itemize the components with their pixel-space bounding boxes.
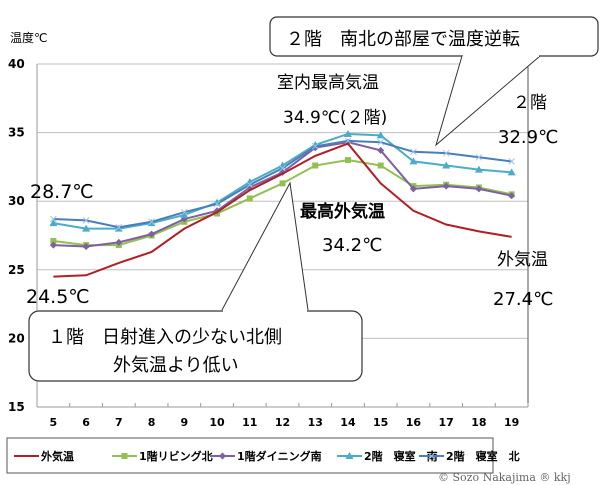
series-4 xyxy=(50,137,515,231)
data-point xyxy=(279,164,286,172)
data-point xyxy=(50,215,57,223)
data-point xyxy=(115,223,123,231)
callout-bottom-line2: 外気温より低い xyxy=(113,355,239,376)
data-point xyxy=(508,158,515,165)
data-point xyxy=(376,131,385,139)
x-tick-label: 6 xyxy=(82,416,90,429)
x-tick-label: 14 xyxy=(340,416,356,429)
data-point xyxy=(279,180,286,187)
data-point xyxy=(377,138,385,146)
y-tick-label: 15 xyxy=(8,400,25,414)
x-tick-labels: 5 6 7 8 9 10 11 12 13 14 15 16 17 18 19 xyxy=(50,416,520,429)
x-tick-label: 18 xyxy=(471,416,486,429)
legend-label: 1階ダイニング南 xyxy=(237,449,322,463)
data-point xyxy=(474,165,483,173)
outdoor-max-value: 34.2℃ xyxy=(322,235,382,256)
data-point xyxy=(344,157,351,164)
floor2-label: ２階 xyxy=(513,93,547,113)
legend-marker xyxy=(219,452,226,460)
legend-item: 1階リビング北 xyxy=(112,449,213,463)
y-tick-label: 35 xyxy=(8,126,25,140)
x-tick-label: 8 xyxy=(148,416,156,429)
data-point xyxy=(344,137,352,145)
callout-bottom-line1: １階 日射進入の少ない北側 xyxy=(48,327,282,348)
series-group xyxy=(49,129,516,278)
floor2-value: 32.9℃ xyxy=(498,127,558,148)
x-tick-label: 19 xyxy=(504,416,519,429)
legend-item: 2階 寝室 南 xyxy=(337,449,438,463)
data-point xyxy=(410,148,417,156)
start-high-value: 28.7℃ xyxy=(30,181,94,203)
outdoor-max-title: 最高外気温 xyxy=(300,201,385,222)
start-low-value: 24.5℃ xyxy=(26,286,90,308)
data-point xyxy=(442,161,451,169)
data-point xyxy=(148,218,155,226)
x-tick-label: 11 xyxy=(242,416,257,429)
series-line xyxy=(53,142,512,278)
data-point xyxy=(377,162,384,169)
data-point xyxy=(148,230,156,238)
x-tick-label: 15 xyxy=(373,416,388,429)
x-tick-label: 7 xyxy=(115,416,123,429)
legend-item: 外気温 xyxy=(14,449,74,463)
data-point xyxy=(49,241,57,249)
legend-marker xyxy=(428,452,435,460)
data-point xyxy=(475,185,483,193)
legend-marker xyxy=(345,452,354,459)
y-tick-label: 25 xyxy=(8,263,25,277)
data-point xyxy=(49,219,58,227)
data-point xyxy=(82,217,90,224)
legend-label: 外気温 xyxy=(40,449,74,463)
data-point xyxy=(246,195,253,202)
x-tick-label: 12 xyxy=(275,416,290,429)
data-point xyxy=(311,142,319,150)
data-point xyxy=(442,149,450,157)
indoor-max-value: 34.9℃(２階) xyxy=(283,108,387,128)
callout-top-text: ２階 南北の部屋で温度逆転 xyxy=(286,29,520,50)
callout-bottom: １階 日射進入の少ない北側 外気温より低い xyxy=(28,181,363,382)
data-point xyxy=(377,146,385,154)
callout-top: ２階 南北の部屋で温度逆転 xyxy=(269,16,599,147)
y-axis-label: 温度℃ xyxy=(10,30,47,45)
x-tick-label: 5 xyxy=(50,416,58,429)
x-tick-label: 13 xyxy=(308,416,323,429)
data-point xyxy=(246,181,254,189)
outdoor-end-value: 27.4℃ xyxy=(493,289,553,310)
data-point xyxy=(180,210,189,218)
y-tick-label: 30 xyxy=(8,194,25,208)
x-tick-label: 16 xyxy=(406,416,422,429)
outdoor-end-label: 外気温 xyxy=(497,250,548,270)
legend-marker xyxy=(121,453,128,459)
data-point xyxy=(213,200,221,208)
data-point xyxy=(115,238,123,246)
data-point xyxy=(82,242,90,250)
legend-label: 1階リビング北 xyxy=(139,449,213,463)
data-point xyxy=(82,224,91,232)
legend: 外気温 1階リビング北 1階ダイニング南 2階 寝室 南 2階 寝室 北 xyxy=(6,437,520,474)
y-tick-label: 20 xyxy=(8,331,25,345)
x-tick-label: 9 xyxy=(180,416,188,429)
legend-label: 2階 寝室 南 xyxy=(364,449,438,463)
data-point xyxy=(507,168,516,176)
data-point xyxy=(475,153,483,161)
data-point xyxy=(343,129,352,137)
indoor-max-title: 室内最高気温 xyxy=(277,73,379,93)
data-point xyxy=(409,185,417,193)
data-point xyxy=(442,182,450,190)
y-tick-labels: 15 20 25 30 35 40 xyxy=(8,57,25,414)
data-point xyxy=(312,162,319,169)
y-tick-label: 40 xyxy=(8,57,25,71)
data-point xyxy=(508,192,516,200)
data-point xyxy=(180,208,188,216)
data-point xyxy=(409,157,418,165)
legend-item: 1階ダイニング南 xyxy=(210,449,322,463)
data-point xyxy=(50,237,57,244)
x-tick-label: 17 xyxy=(439,416,454,429)
copyright: © Sozo Nakajima ® kkj xyxy=(438,471,571,484)
legend-item: 2階 寝室 北 xyxy=(419,449,520,463)
x-tick-label: 10 xyxy=(209,416,225,429)
legend-label: 2階 寝室 北 xyxy=(446,449,520,463)
series-0 xyxy=(53,142,512,278)
